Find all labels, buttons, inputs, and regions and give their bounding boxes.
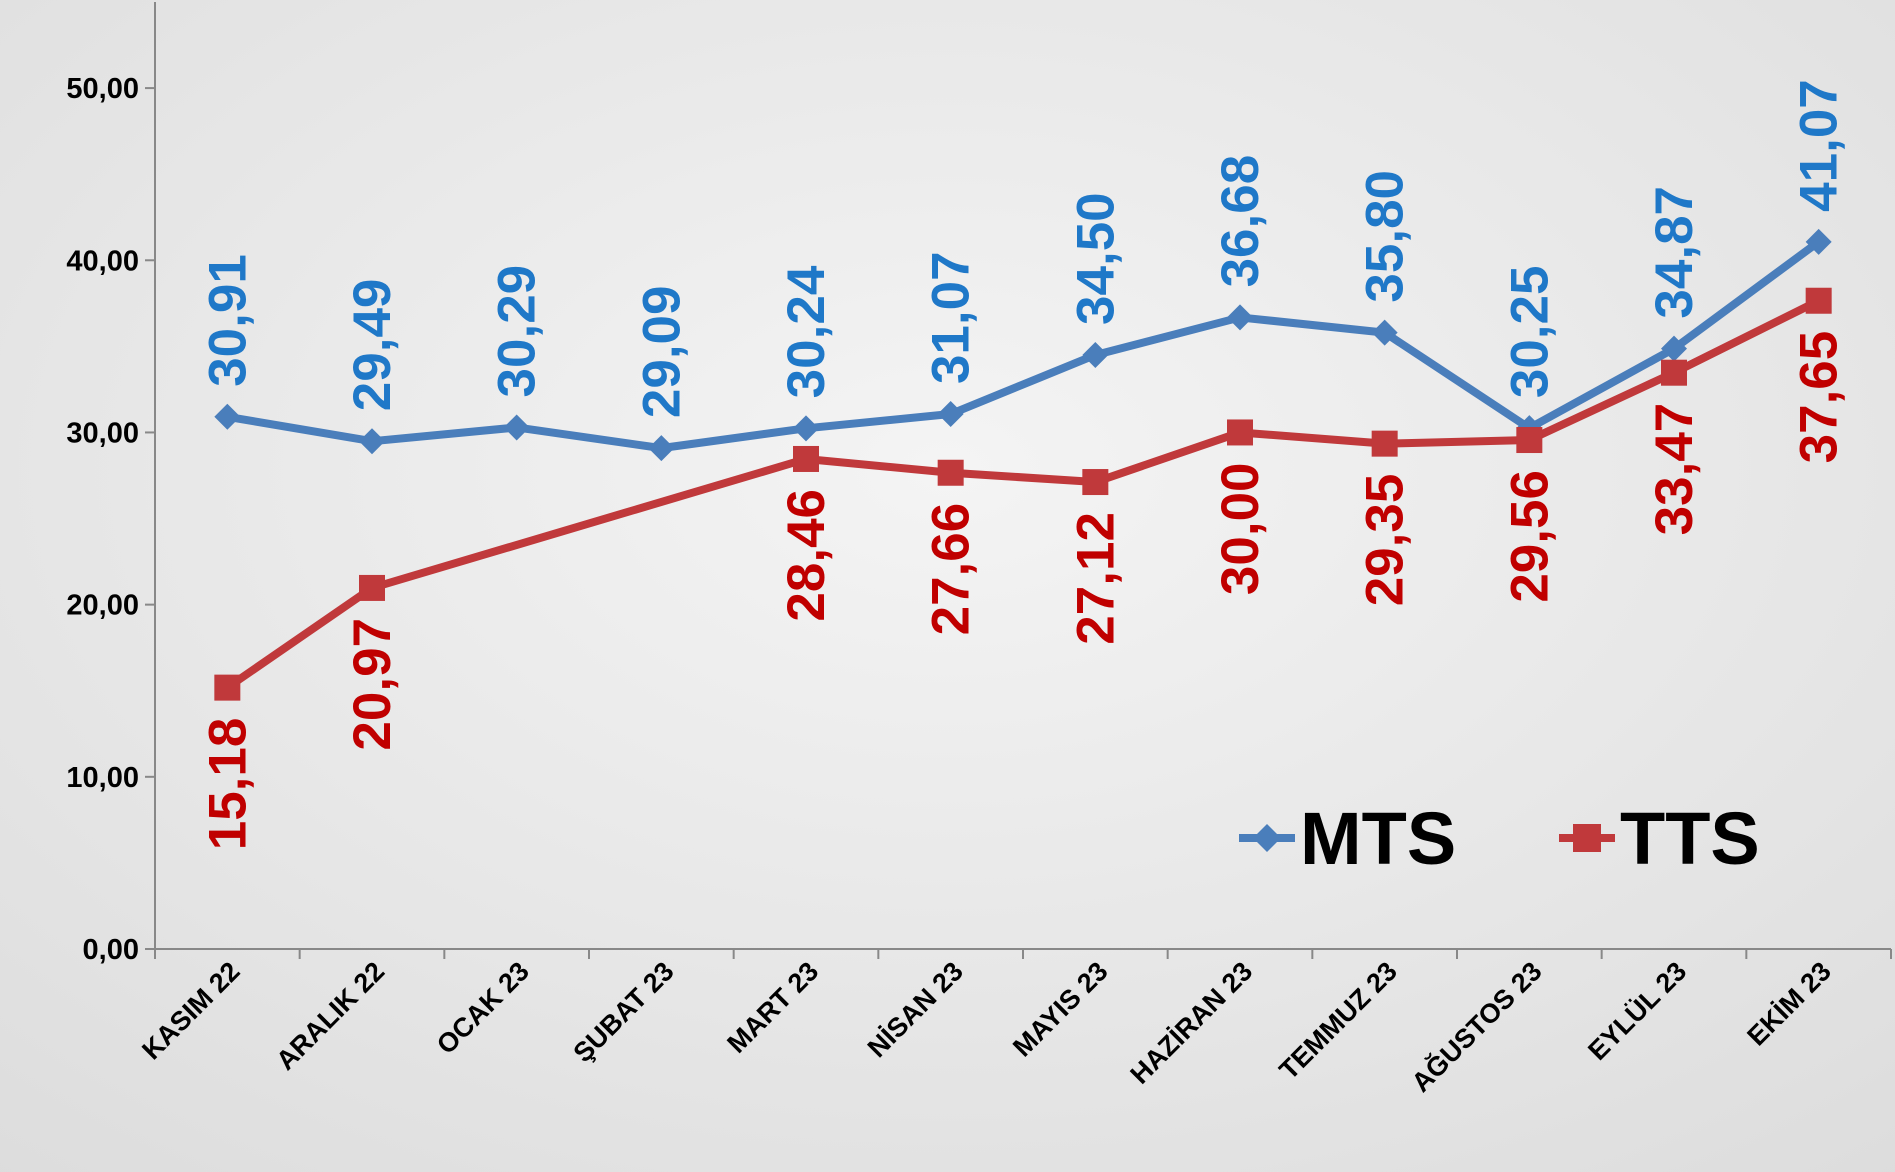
value-label: 37,65: [1790, 331, 1849, 464]
marker: [1661, 335, 1687, 362]
y-tick-label: 30,00: [66, 417, 139, 449]
value-label: 33,47: [1645, 403, 1704, 536]
marker: [1227, 304, 1253, 331]
marker: [1371, 319, 1398, 346]
marker: [359, 574, 385, 601]
marker: [1082, 469, 1109, 496]
value-label: 31,07: [922, 251, 981, 384]
value-label: 29,35: [1356, 474, 1415, 607]
legend-marker: [1573, 824, 1601, 852]
marker: [937, 401, 964, 428]
marker: [1661, 359, 1687, 386]
y-tick-label: 40,00: [66, 245, 139, 277]
legend-marker: [1253, 824, 1281, 852]
value-label: 30,25: [1500, 266, 1559, 399]
y-tick-label: 20,00: [66, 590, 139, 622]
value-label: 27,66: [922, 503, 981, 636]
marker: [1805, 287, 1832, 314]
value-label: 30,24: [777, 265, 836, 398]
legend-label: MTS: [1300, 797, 1456, 880]
marker: [648, 435, 675, 462]
marker: [793, 445, 819, 472]
value-label: 36,68: [1211, 155, 1270, 288]
line: [226, 238, 1822, 453]
value-label: 15,18: [198, 718, 257, 851]
value-label: 34,50: [1066, 192, 1125, 325]
value-label: 29,09: [632, 285, 691, 418]
value-label: 29,56: [1500, 470, 1559, 603]
value-label: 30,00: [1211, 462, 1270, 595]
value-label: 34,87: [1645, 186, 1704, 319]
marker: [1805, 228, 1832, 255]
y-tick-label: 10,00: [66, 762, 139, 794]
value-label: 27,12: [1066, 512, 1125, 645]
legend-label: TTS: [1620, 797, 1760, 880]
marker: [793, 415, 819, 442]
marker: [1227, 419, 1253, 446]
marker: [937, 459, 964, 486]
marker: [214, 674, 241, 701]
marker: [359, 428, 385, 455]
value-label: 28,46: [777, 489, 836, 622]
value-label: 35,80: [1356, 170, 1415, 303]
value-label: 29,49: [343, 279, 402, 412]
marker: [1516, 427, 1543, 454]
y-tick-label: 0,00: [83, 934, 139, 966]
marker: [1082, 341, 1109, 368]
marker: [214, 403, 241, 430]
marker: [503, 414, 530, 441]
y-tick-label: 50,00: [66, 73, 139, 105]
value-label: 41,07: [1790, 79, 1849, 212]
marker: [1371, 430, 1398, 457]
line: [225, 297, 1821, 691]
value-label: 30,91: [198, 254, 257, 387]
value-label: 20,97: [343, 618, 402, 751]
value-label: 30,29: [488, 265, 547, 398]
